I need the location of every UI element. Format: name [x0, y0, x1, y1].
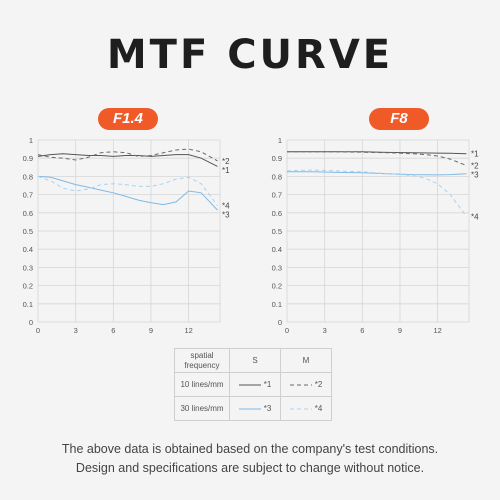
page-title: MTF CURVE [106, 32, 394, 78]
y-tick-label: 0.3 [272, 263, 282, 272]
y-tick-label: 0.6 [272, 209, 282, 218]
legend-swatch-m10 [289, 384, 312, 386]
y-tick-label: 0.6 [23, 209, 33, 218]
legend-label-m30: *4 [314, 404, 323, 414]
series-end-label: *1 [471, 150, 479, 159]
y-tick-label: 0.7 [23, 191, 33, 200]
y-tick-label: 0.5 [272, 227, 282, 236]
y-tick-label: 0.5 [23, 227, 33, 236]
footnote-line-1: The above data is obtained based on the … [61, 442, 439, 456]
y-tick-label: 0.9 [23, 154, 33, 163]
series-end-label: *2 [222, 157, 230, 166]
legend-label-s10: *1 [263, 380, 272, 390]
y-tick-label: 0.4 [272, 245, 282, 254]
mtf-charts: 00.10.20.30.40.50.60.70.80.910 3 6 9 12*2*1*… [23, 136, 480, 335]
y-tick-label: 0.2 [272, 282, 282, 291]
series-line-star1 [287, 151, 467, 155]
legend-swatch-s30 [238, 408, 261, 410]
series-line-star3 [37, 175, 218, 211]
y-tick-label: 0 [278, 318, 282, 327]
y-tick-label: 0.3 [23, 263, 33, 272]
series-line-star4 [286, 169, 467, 217]
legend-label-s30: *3 [263, 404, 272, 414]
chart-title-badge-f8: F8 [369, 108, 429, 130]
x-tick-label: 9 [398, 326, 402, 335]
legend-table: spatial frequency S M 10 lines/mm *1 *2 … [174, 348, 332, 421]
legend-header-m: M [280, 348, 332, 373]
legend-cell-s30: *3 [229, 396, 281, 421]
y-tick-label: 0.8 [272, 172, 282, 181]
legend-cell-s10: *1 [229, 372, 281, 397]
legend-row-30lines: 30 lines/mm [174, 396, 230, 421]
x-tick-label: 3 [74, 326, 78, 335]
series-line-star3 [287, 171, 467, 176]
y-tick-label: 0.1 [23, 300, 33, 309]
chart-title-badge-f14: F1.4 [98, 108, 158, 130]
series-line-star2 [287, 151, 467, 166]
series-line-star2 [37, 148, 218, 162]
legend-swatch-s10 [238, 384, 261, 386]
y-tick-label: 0.2 [23, 282, 33, 291]
series-end-label: *2 [471, 161, 479, 170]
series-end-label: *1 [222, 166, 230, 175]
x-tick-label: 12 [433, 326, 441, 335]
legend-label-m10: *2 [314, 380, 323, 390]
legend-cell-m10: *2 [280, 372, 332, 397]
legend-header-s: S [229, 348, 281, 373]
mtf-chart-f8: 00.10.20.30.40.50.60.70.80.910 3 6 9 12*1*2*… [272, 136, 480, 335]
x-tick-label: 6 [360, 326, 364, 335]
y-tick-label: 0.7 [272, 191, 282, 200]
mtf-chart-f14: 0 0.1 0.2 0.3 0.4 0.5 0.6 0.7 0.8 0.9 1 0 3 6 9 12 *2*1 *… [23, 136, 231, 335]
x-tick-label: 3 [323, 326, 327, 335]
y-tick-label: 0 [29, 318, 33, 327]
series-line-star4 [37, 175, 218, 206]
series-end-label: *4 [222, 202, 230, 211]
y-tick-label: 0.4 [23, 245, 33, 254]
series-line-star1 [37, 153, 218, 167]
x-tick-label: 6 [111, 326, 115, 335]
x-tick-label: 0 [36, 326, 40, 335]
legend-row-10lines: 10 lines/mm [174, 372, 230, 397]
series-end-label: *3 [222, 211, 230, 220]
x-tick-label: 0 [285, 326, 289, 335]
x-tick-label: 9 [149, 326, 153, 335]
footnote-line-2: Design and specifications are subject to… [75, 461, 425, 475]
legend-header-frequency: spatial frequency [174, 348, 230, 373]
x-tick-label: 12 [184, 326, 192, 335]
y-tick-label: 0.9 [272, 154, 282, 163]
y-tick-label: 0.8 [23, 172, 33, 181]
series-end-label: *4 [471, 212, 479, 221]
series-end-label: *3 [471, 170, 479, 179]
y-tick-label: 1 [278, 136, 282, 145]
legend-cell-m30: *4 [280, 396, 332, 421]
y-tick-label: 1 [29, 136, 33, 145]
y-tick-label: 0.1 [272, 300, 282, 309]
legend-swatch-m30 [289, 408, 312, 410]
footnote: The above data is obtained based on the … [0, 440, 500, 478]
